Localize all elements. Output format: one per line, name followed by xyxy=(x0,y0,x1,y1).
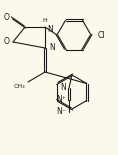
Text: N: N xyxy=(60,84,66,93)
Text: CH₃: CH₃ xyxy=(13,84,25,89)
Text: N: N xyxy=(47,24,53,33)
Text: N⁻: N⁻ xyxy=(56,108,66,117)
Text: O: O xyxy=(3,13,9,22)
Text: O: O xyxy=(3,38,9,46)
Text: H: H xyxy=(43,18,47,24)
Text: N⁺: N⁺ xyxy=(56,95,66,104)
Text: N: N xyxy=(49,44,55,53)
Text: Cl: Cl xyxy=(98,31,105,40)
